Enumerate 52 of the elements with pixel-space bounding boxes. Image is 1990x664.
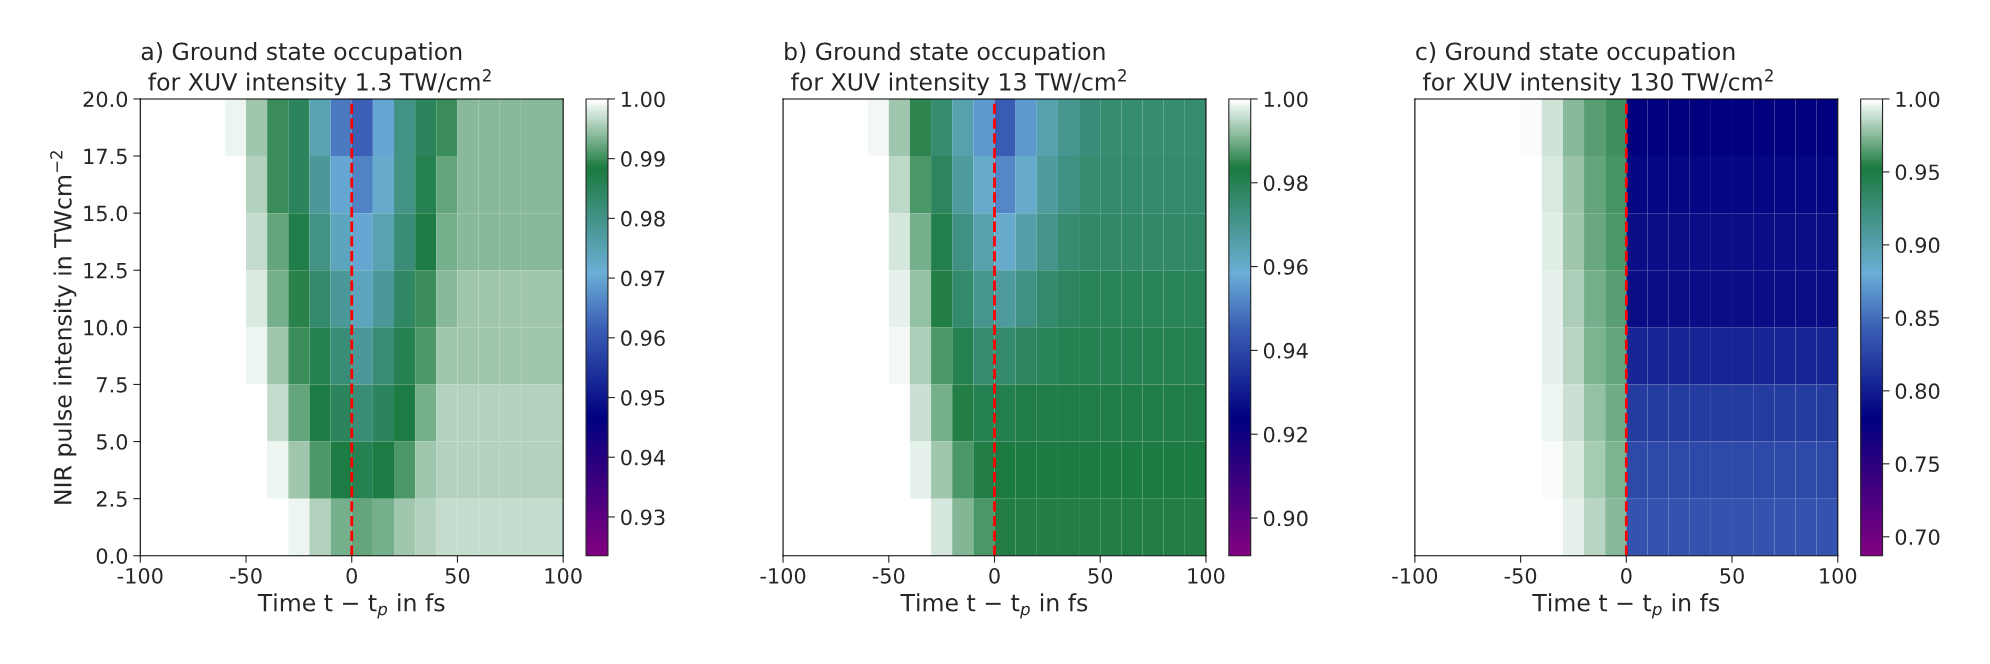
y-tick-label: 10.0 xyxy=(84,319,128,336)
x-tick-label: 100 xyxy=(1820,567,1857,584)
y-axis-title: NIR pulse intensity in TWcm$^{−2}$ xyxy=(50,151,77,504)
color-bar-label: 0.95 xyxy=(621,389,665,406)
color-bar-label: 0.98 xyxy=(1263,175,1308,191)
y-tick-label: 7.5 xyxy=(97,377,127,393)
x-tick-label: 50 xyxy=(1088,567,1113,584)
color-bar-label: 0.80 xyxy=(1895,383,1940,400)
x-tick-label: 50 xyxy=(445,567,470,584)
x-tick-label: 100 xyxy=(1188,567,1225,584)
color-bar-label: 0.96 xyxy=(1263,259,1308,275)
color-bar-label: 0.96 xyxy=(621,330,665,347)
color-bar-label: 0.94 xyxy=(1263,342,1308,359)
x-tick-label: -100 xyxy=(1392,567,1438,584)
color-bar-label: 1.00 xyxy=(1896,91,1940,108)
chart-title: b) Ground state occupation for XUV intensity 13 TW/cm$^{2}$ xyxy=(785,41,1126,96)
chart-title: c) Ground state occupation for XUV intensity 130 TW/cm$^{2}$ xyxy=(1416,41,1773,96)
x-axis-title: Time t − t$_{p}$ in fs xyxy=(1532,593,1720,619)
color-bar-label: 0.93 xyxy=(621,509,665,526)
color-bar-label: 0.90 xyxy=(1263,510,1308,527)
color-bar-label: 0.95 xyxy=(1895,164,1939,181)
color-bar-label: 0.85 xyxy=(1895,310,1939,327)
color-bar-label: 0.90 xyxy=(1895,237,1940,254)
chart-title: a) Ground state occupation for XUV intensity 1.3 TW/cm$^{2}$ xyxy=(141,41,491,96)
x-tick-label: 100 xyxy=(545,567,582,584)
x-tick-label: -100 xyxy=(117,567,163,584)
y-tick-label: 20.0 xyxy=(83,91,128,108)
x-tick-label: 0 xyxy=(989,567,1000,584)
color-bar-label: 1.00 xyxy=(1264,91,1308,108)
x-axis-title: Time t − t$_{p}$ in fs xyxy=(257,593,445,619)
color-bar-label: 1.00 xyxy=(622,91,665,108)
x-axis-title: Time t − t$_{p}$ in fs xyxy=(900,593,1088,619)
color-bar-label: 0.97 xyxy=(621,270,665,287)
x-tick-label: -50 xyxy=(230,567,262,584)
x-tick-label: 50 xyxy=(1720,567,1744,584)
x-tick-label: 0 xyxy=(1621,567,1632,584)
x-tick-label: 0 xyxy=(346,567,357,584)
color-bar-label: 0.92 xyxy=(1263,426,1307,443)
y-tick-label: 15.0 xyxy=(84,205,128,222)
color-bar-label: 0.70 xyxy=(1895,529,1940,546)
x-tick-label: -100 xyxy=(760,567,806,584)
color-bar-label: 0.94 xyxy=(621,449,665,466)
x-tick-label: -50 xyxy=(1504,567,1537,584)
y-tick-label: 17.5 xyxy=(84,148,127,165)
color-bar-label: 0.99 xyxy=(621,151,665,167)
y-tick-label: 2.5 xyxy=(96,491,127,507)
color-bar-label: 0.98 xyxy=(621,210,665,227)
y-tick-label: 12.5 xyxy=(84,262,127,279)
color-bar-label: 0.75 xyxy=(1895,456,1939,473)
x-tick-label: -50 xyxy=(872,567,905,584)
y-tick-label: 0.0 xyxy=(96,548,128,564)
y-tick-label: 5.0 xyxy=(96,434,128,450)
